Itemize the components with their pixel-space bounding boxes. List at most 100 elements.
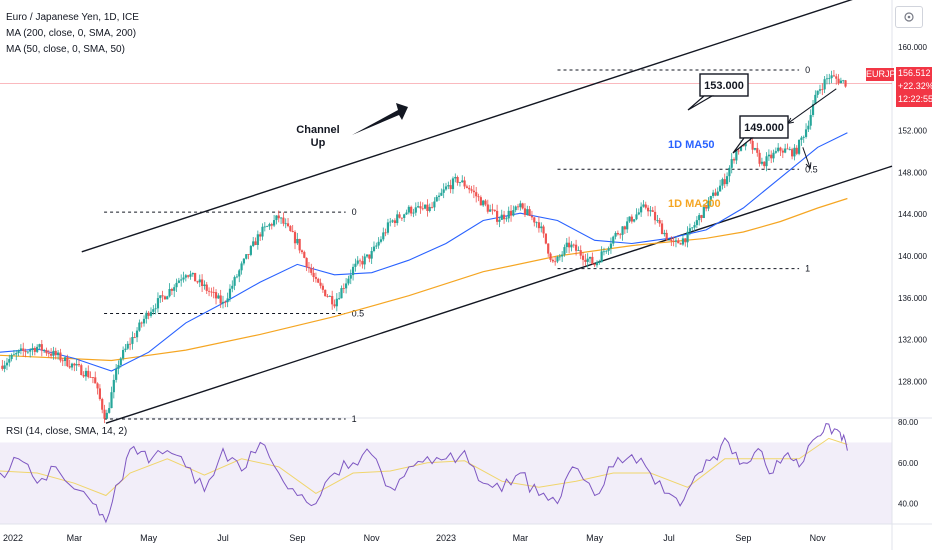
candle-body (537, 222, 541, 229)
candle-body (128, 343, 132, 345)
candle-body (551, 259, 554, 262)
candle-body (737, 150, 740, 152)
candle-body (725, 176, 729, 185)
candle-body (235, 276, 239, 278)
candle-body (212, 292, 215, 293)
candle-body (461, 180, 464, 183)
candle-body (182, 277, 185, 280)
candle-body (147, 312, 150, 316)
candle-body (293, 231, 297, 244)
candle-body (586, 258, 589, 262)
candle-body (535, 222, 538, 224)
candle-body (507, 210, 510, 219)
time-tick-label: Sep (735, 533, 751, 543)
candle-body (777, 147, 780, 152)
legend-ma50[interactable]: MA (50, close, 0, SMA, 50) (6, 44, 125, 55)
fib-level-label: 1 (352, 414, 357, 424)
candle-body (825, 78, 829, 80)
candle-body (119, 358, 122, 365)
candle-body (61, 360, 64, 362)
rsi-ma-line (0, 437, 848, 497)
candle-body (277, 215, 280, 219)
candle-body (351, 266, 355, 276)
time-tick-label: May (586, 533, 604, 543)
candle-body (80, 365, 83, 375)
candle-body (24, 350, 27, 353)
candle-body (677, 240, 680, 244)
candle-body (126, 343, 129, 349)
candle-body (296, 238, 299, 244)
candle-body (159, 295, 162, 299)
candle-body (600, 251, 603, 263)
rsi-tick-label: 40.00 (898, 500, 919, 509)
candle-body (465, 186, 469, 188)
candle-body (714, 192, 717, 196)
candle-body (802, 136, 805, 138)
candle-body (814, 94, 817, 105)
candle-body (245, 254, 248, 259)
candle-body (345, 283, 348, 289)
candle-body (386, 222, 390, 233)
candle-body (268, 224, 271, 227)
candle-body (767, 154, 770, 157)
ma200-label: 1D MA200 (668, 198, 721, 210)
candle-body (63, 357, 67, 362)
candle-body (122, 349, 125, 359)
target-callout-box (739, 115, 789, 139)
candle-body (70, 363, 74, 368)
bar-countdown: 12:22:55 (898, 94, 932, 104)
candle-body (684, 238, 687, 243)
candle-body (818, 89, 822, 91)
candle-body (38, 344, 41, 347)
candle-body (609, 243, 613, 249)
candle-body (398, 214, 401, 218)
candle-body (356, 260, 359, 264)
candle-body (54, 350, 57, 356)
candle-body (547, 243, 550, 254)
candle-body (616, 232, 619, 235)
candle-body (516, 206, 520, 208)
candle-body (56, 352, 60, 356)
candle-body (472, 190, 475, 193)
candle-body (719, 185, 722, 192)
candle-body (286, 223, 290, 227)
candle-body (326, 296, 329, 297)
candle-body (238, 270, 241, 277)
candle-body (584, 259, 587, 262)
candle-body (633, 219, 636, 222)
target-callout-label: 153.000 (704, 80, 744, 92)
candle-body (29, 349, 32, 352)
legend-ma200[interactable]: MA (200, close, 0, SMA, 200) (6, 28, 137, 39)
candle-body (52, 350, 55, 356)
candle-body (317, 278, 320, 283)
channel-lower-line (105, 165, 893, 424)
candle-body (619, 234, 622, 236)
candle-body (804, 129, 808, 137)
ma50-line (0, 132, 848, 372)
candle-body (760, 161, 764, 164)
candle-body (544, 233, 547, 244)
ma200-line (0, 197, 848, 362)
candle-body (312, 272, 315, 278)
candle-body (77, 364, 81, 366)
candle-body (391, 220, 394, 222)
target-arrow-head (805, 162, 812, 170)
candle-body (598, 262, 601, 263)
candle-body (756, 148, 759, 153)
chart-settings-button[interactable] (895, 6, 923, 28)
candle-body (765, 156, 768, 167)
candle-body (226, 298, 229, 303)
candle-body (154, 308, 157, 310)
candle-body (556, 256, 559, 262)
candle-body (593, 263, 596, 266)
channel-up-label-line: Up (311, 137, 326, 149)
price-tick-label: 132.000 (898, 336, 927, 345)
candle-body (396, 214, 399, 224)
candle-body (393, 220, 396, 224)
candle-body (642, 204, 645, 207)
rsi-legend[interactable]: RSI (14, close, SMA, 14, 2) (6, 426, 128, 437)
candle-body (375, 245, 378, 247)
legend-title[interactable]: Euro / Japanese Yen, 1D, ICE (6, 12, 139, 23)
fib-level-label: 0.5 (352, 309, 365, 319)
